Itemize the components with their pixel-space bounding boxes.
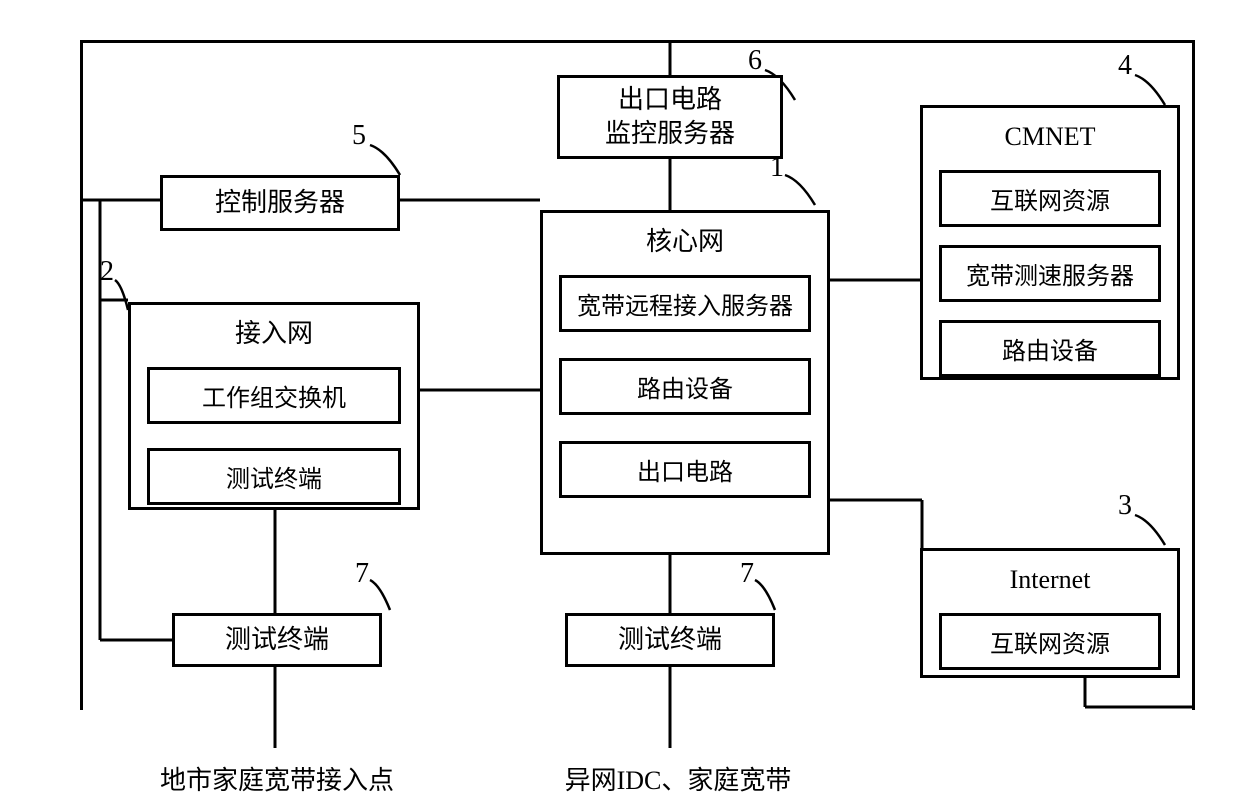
internet-sub-resource: 互联网资源 — [939, 613, 1161, 670]
access-network-block: 接入网 工作组交换机 测试终端 — [128, 302, 420, 510]
monitor-server-block: 出口电路 监控服务器 — [557, 75, 783, 159]
bottom-label-left: 地市家庭宽带接入点 — [142, 760, 412, 797]
access-network-title: 接入网 — [235, 317, 313, 351]
num-2: 2 — [100, 256, 114, 288]
cmnet-block: CMNET 互联网资源 宽带测速服务器 路由设备 — [920, 105, 1180, 380]
monitor-server-label: 出口电路 监控服务器 — [605, 83, 735, 151]
core-sub-bras: 宽带远程接入服务器 — [559, 275, 811, 332]
network-diagram: 控制服务器 5 出口电路 监控服务器 6 核心网 宽带远程接入服务器 路由设备 … — [0, 0, 1240, 812]
core-sub-exit: 出口电路 — [559, 441, 811, 498]
cmnet-sub-speedtest: 宽带测速服务器 — [939, 245, 1161, 302]
core-network-block: 核心网 宽带远程接入服务器 路由设备 出口电路 — [540, 210, 830, 555]
control-server-label: 控制服务器 — [215, 186, 345, 220]
num-3: 3 — [1118, 490, 1132, 522]
test-terminal-left-block: 测试终端 — [172, 613, 382, 667]
bottom-label-right: 异网IDC、家庭宽带 — [548, 760, 808, 797]
cmnet-sub-router: 路由设备 — [939, 320, 1161, 377]
test-terminal-mid-label: 测试终端 — [618, 623, 722, 657]
num-7-left: 7 — [355, 558, 369, 590]
test-terminal-mid-block: 测试终端 — [565, 613, 775, 667]
num-7-mid: 7 — [740, 558, 754, 590]
core-network-title: 核心网 — [646, 225, 724, 259]
cmnet-title: CMNET — [1005, 120, 1096, 154]
num-4: 4 — [1118, 50, 1132, 82]
access-sub-terminal: 测试终端 — [147, 448, 401, 505]
internet-title: Internet — [1010, 563, 1091, 597]
control-server-block: 控制服务器 — [160, 175, 400, 231]
num-6: 6 — [748, 45, 762, 77]
access-sub-switch: 工作组交换机 — [147, 367, 401, 424]
internet-block: Internet 互联网资源 — [920, 548, 1180, 678]
test-terminal-left-label: 测试终端 — [225, 623, 329, 657]
num-1: 1 — [770, 152, 784, 184]
num-5: 5 — [352, 120, 366, 152]
core-sub-router: 路由设备 — [559, 358, 811, 415]
cmnet-sub-resource: 互联网资源 — [939, 170, 1161, 227]
